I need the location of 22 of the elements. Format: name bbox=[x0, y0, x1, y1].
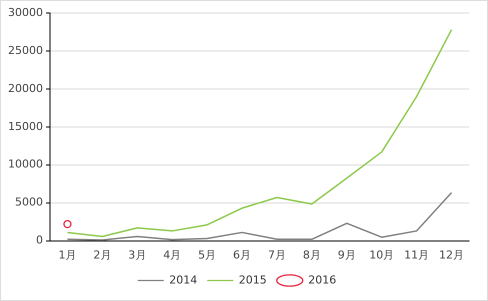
x-tick-label: 12月 bbox=[439, 248, 464, 262]
legend-label: 2016 bbox=[308, 273, 336, 286]
y-tick-label: 25000 bbox=[8, 44, 43, 57]
x-tick-label: 3月 bbox=[128, 248, 146, 262]
legend-label: 2015 bbox=[238, 273, 267, 286]
y-tick-label: 15000 bbox=[8, 120, 43, 133]
x-tick-label: 7月 bbox=[268, 248, 286, 262]
y-tick-label: 0 bbox=[36, 234, 43, 247]
y-tick-label: 10000 bbox=[8, 158, 43, 171]
x-tick-label: 6月 bbox=[233, 248, 252, 262]
legend-label: 2014 bbox=[169, 273, 198, 286]
x-tick-label: 1月 bbox=[58, 248, 76, 262]
x-tick-label: 2月 bbox=[93, 248, 112, 262]
x-tick-label: 4月 bbox=[163, 248, 182, 262]
x-tick-label: 8月 bbox=[302, 248, 321, 262]
x-tick-label: 10月 bbox=[369, 248, 394, 262]
y-tick-label: 5000 bbox=[14, 196, 43, 209]
y-tick-label: 30000 bbox=[8, 6, 43, 19]
y-tick-label: 20000 bbox=[8, 82, 43, 95]
x-tick-label: 11月 bbox=[404, 248, 430, 262]
x-tick-label: 9月 bbox=[338, 248, 356, 262]
x-tick-label: 5月 bbox=[198, 248, 216, 262]
